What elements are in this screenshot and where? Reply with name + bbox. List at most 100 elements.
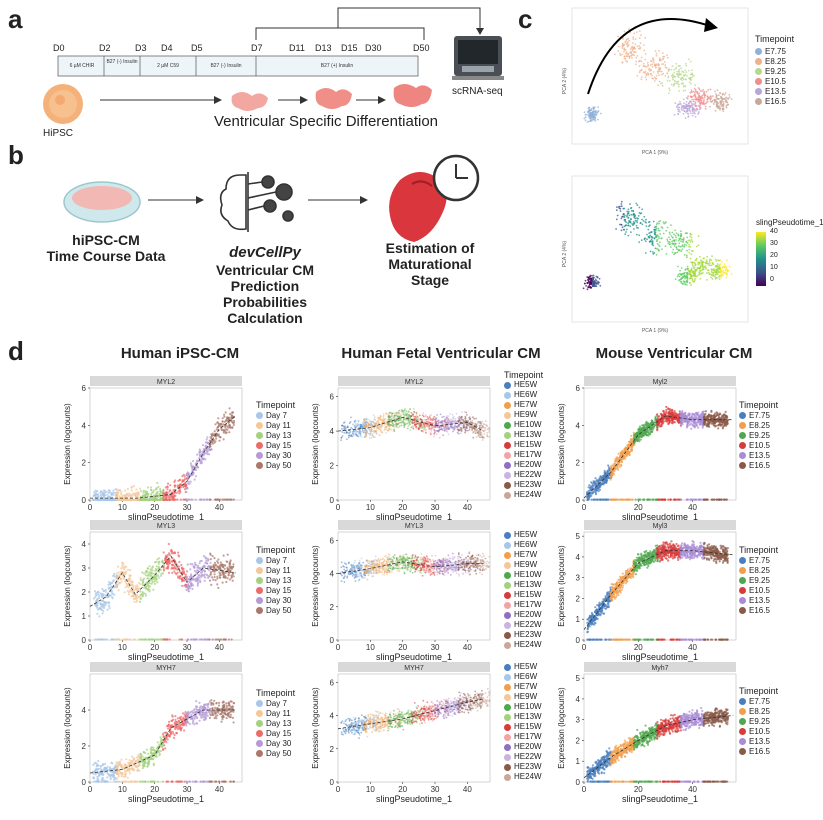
- data-point: [104, 602, 106, 604]
- data-point: [116, 576, 118, 578]
- pca-point: [718, 271, 720, 273]
- pca-point: [672, 65, 674, 67]
- pca-point: [665, 75, 667, 77]
- data-point: [341, 428, 343, 430]
- data-point: [174, 719, 176, 721]
- pca-point: [645, 252, 647, 254]
- data-point: [112, 768, 114, 770]
- data-point: [226, 561, 228, 563]
- pca-point: [704, 97, 706, 99]
- data-point: [106, 638, 108, 640]
- pca-legend-e10-5: E10.5: [755, 76, 794, 86]
- pca-point: [660, 60, 662, 62]
- data-point: [109, 607, 111, 609]
- data-point: [149, 568, 151, 570]
- pca-point: [636, 31, 638, 33]
- data-point: [198, 702, 200, 704]
- pca-point: [669, 89, 671, 91]
- legend-swatch: [755, 68, 762, 75]
- data-point: [174, 551, 176, 553]
- x-tick-label: 40: [215, 503, 224, 512]
- pca-point: [654, 63, 656, 65]
- data-point: [230, 577, 232, 579]
- pca-point: [683, 108, 685, 110]
- pca-point: [657, 248, 659, 250]
- data-point: [94, 638, 96, 640]
- data-point: [207, 706, 209, 708]
- pca-point: [645, 240, 647, 242]
- pca-point: [597, 119, 599, 121]
- data-point: [134, 760, 136, 762]
- data-point: [204, 565, 206, 567]
- data-point: [205, 446, 207, 448]
- data-point: [98, 597, 100, 599]
- pca-point: [726, 277, 728, 279]
- data-point: [141, 591, 143, 593]
- pca-point: [691, 99, 693, 101]
- pca-point: [688, 249, 690, 251]
- pca-point: [689, 111, 691, 113]
- data-point: [180, 564, 182, 566]
- pca-point: [661, 71, 663, 73]
- data-point: [399, 426, 401, 428]
- pca-point: [592, 108, 594, 110]
- data-point: [190, 462, 192, 464]
- pca-point: [694, 92, 696, 94]
- data-point: [218, 702, 220, 704]
- pca-point: [682, 244, 684, 246]
- data-point: [172, 732, 174, 734]
- pca-point: [623, 213, 625, 215]
- data-point: [140, 758, 142, 760]
- data-point: [187, 781, 189, 783]
- pca-point: [593, 275, 595, 277]
- data-point: [163, 499, 165, 501]
- data-point: [155, 638, 157, 640]
- pca-point: [672, 237, 674, 239]
- data-point: [162, 497, 164, 499]
- data-point: [156, 497, 158, 499]
- pca-point: [699, 256, 701, 258]
- data-point: [214, 562, 216, 564]
- data-point: [112, 490, 114, 492]
- pca-point: [685, 65, 687, 67]
- data-point: [134, 638, 136, 640]
- data-point: [121, 781, 123, 783]
- data-point: [214, 573, 216, 575]
- data-point: [362, 422, 364, 424]
- data-point: [177, 717, 179, 719]
- data-point: [199, 560, 201, 562]
- pca-point: [678, 240, 680, 242]
- data-point: [390, 429, 392, 431]
- data-point: [404, 426, 406, 428]
- data-point: [230, 781, 232, 783]
- pca-point: [695, 273, 697, 275]
- pca-point: [589, 107, 591, 109]
- pca-point: [690, 79, 692, 81]
- pca-point: [632, 224, 634, 226]
- data-point: [361, 431, 363, 433]
- data-point: [161, 746, 163, 748]
- pca-point: [584, 111, 586, 113]
- data-point: [214, 430, 216, 432]
- pca-point: [656, 239, 658, 241]
- data-point: [393, 429, 395, 431]
- data-point: [147, 781, 149, 783]
- data-point: [132, 595, 134, 597]
- data-point: [174, 484, 176, 486]
- pca-point: [635, 57, 637, 59]
- data-point: [223, 576, 225, 578]
- data-point: [191, 588, 193, 590]
- pca-point: [585, 116, 587, 118]
- data-point: [145, 574, 147, 576]
- data-point: [212, 555, 214, 557]
- data-point: [206, 499, 208, 501]
- pca-point: [673, 69, 675, 71]
- data-point: [373, 430, 375, 432]
- pca-point: [716, 270, 718, 272]
- data-point: [195, 475, 197, 477]
- data-point: [180, 729, 182, 731]
- data-point: [225, 420, 227, 422]
- data-point: [358, 431, 360, 433]
- data-point: [182, 568, 184, 570]
- data-point: [364, 420, 366, 422]
